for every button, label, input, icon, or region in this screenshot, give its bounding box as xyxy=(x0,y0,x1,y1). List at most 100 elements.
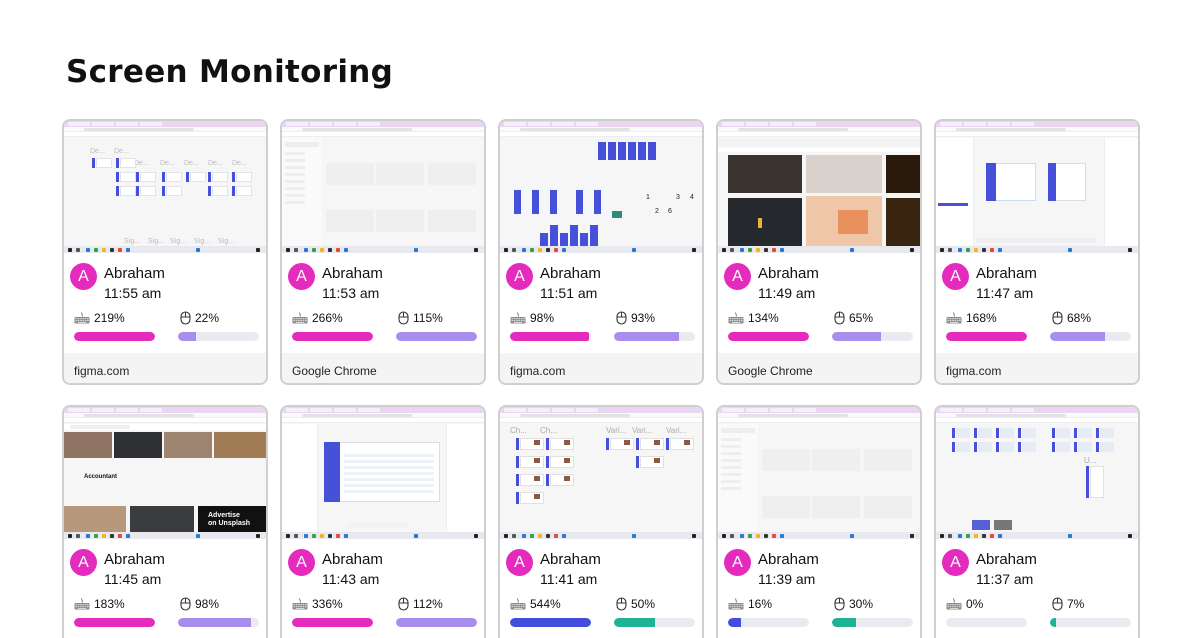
mouse-percent: 112% xyxy=(413,597,443,611)
mouse-activity: 22% xyxy=(180,311,219,325)
active-application: Google Chrome xyxy=(718,353,920,383)
browser-url-bar xyxy=(64,127,266,132)
avatar-initial: A xyxy=(514,268,525,285)
keyboard-icon xyxy=(510,598,526,610)
capture-time: 11:51 am xyxy=(540,285,598,301)
avatar-initial: A xyxy=(296,554,307,571)
browser-url-bar xyxy=(64,413,266,418)
mouse-activity: 68% xyxy=(1052,311,1091,325)
screenshot-card-1[interactable]: A Abraham 11:53 am 266% xyxy=(280,119,486,385)
mouse-icon xyxy=(180,597,191,611)
browser-tab-bar xyxy=(718,121,920,127)
os-taskbar xyxy=(282,246,484,253)
user-name: Abraham xyxy=(758,265,819,282)
screenshot-thumbnail[interactable]: Accountant Advertise on Unsplash xyxy=(64,407,266,539)
screenshot-content xyxy=(282,138,484,246)
user-name: Abraham xyxy=(540,265,601,282)
avatar: A xyxy=(942,263,969,290)
browser-url-bar xyxy=(500,127,702,132)
mouse-progress-bar xyxy=(178,618,259,627)
keyboard-activity: 183% xyxy=(74,597,125,611)
mouse-activity: 7% xyxy=(1052,597,1084,611)
browser-tab-bar xyxy=(64,121,266,127)
screenshot-card-8[interactable]: A Abraham 11:39 am 16% xyxy=(716,405,922,638)
screenshot-card-3[interactable]: A Abraham 11:49 am 134% xyxy=(716,119,922,385)
mouse-percent: 30% xyxy=(849,597,874,611)
active-application: figma.com xyxy=(936,353,1138,383)
screenshot-content xyxy=(718,424,920,532)
screenshot-thumbnail[interactable]: Ch... Ch... Vari... Vari... Vari... xyxy=(500,407,702,539)
keyboard-activity: 219% xyxy=(74,311,125,325)
browser-tab-bar xyxy=(936,121,1138,127)
keyboard-percent: 98% xyxy=(530,311,555,325)
mouse-percent: 50% xyxy=(631,597,656,611)
user-name: Abraham xyxy=(976,265,1037,282)
browser-bookmarks-bar xyxy=(718,132,920,137)
keyboard-icon xyxy=(510,312,526,324)
browser-bookmarks-bar xyxy=(718,418,920,423)
capture-time: 11:41 am xyxy=(540,571,598,587)
screenshot-card-5[interactable]: Accountant Advertise on Unsplash A Abraham… xyxy=(62,405,268,638)
browser-url-bar xyxy=(282,127,484,132)
screenshot-thumbnail[interactable]: De... De... De... De... De... De... De... Sig..… xyxy=(64,121,266,253)
keyboard-percent: 0% xyxy=(966,597,984,611)
keyboard-activity: 168% xyxy=(946,311,997,325)
keyboard-progress-bar xyxy=(74,618,155,627)
screenshot-content: U... xyxy=(936,424,1138,532)
screenshot-thumbnail[interactable] xyxy=(282,121,484,253)
capture-time: 11:47 am xyxy=(976,285,1034,301)
mouse-percent: 115% xyxy=(413,311,443,325)
mouse-percent: 93% xyxy=(631,311,656,325)
mouse-icon xyxy=(180,311,191,325)
capture-time: 11:55 am xyxy=(104,285,162,301)
user-name: Abraham xyxy=(758,551,819,568)
browser-bookmarks-bar xyxy=(936,132,1138,137)
os-taskbar xyxy=(500,532,702,539)
mouse-icon xyxy=(398,597,409,611)
screenshot-thumbnail[interactable]: U... xyxy=(936,407,1138,539)
keyboard-progress-bar xyxy=(946,618,1027,627)
avatar-initial: A xyxy=(732,554,743,571)
capture-time: 11:39 am xyxy=(758,571,816,587)
screenshot-thumbnail[interactable] xyxy=(718,407,920,539)
screenshot-thumbnail[interactable] xyxy=(282,407,484,539)
screenshot-card-0[interactable]: De... De... De... De... De... De... De... Sig..… xyxy=(62,119,268,385)
browser-url-bar xyxy=(718,413,920,418)
browser-tab-bar xyxy=(282,407,484,413)
os-taskbar xyxy=(282,532,484,539)
browser-bookmarks-bar xyxy=(282,418,484,423)
screenshot-content: Accountant Advertise on Unsplash xyxy=(64,424,266,532)
browser-url-bar xyxy=(718,127,920,132)
keyboard-percent: 336% xyxy=(312,597,343,611)
screenshot-card-6[interactable]: A Abraham 11:43 am 336% xyxy=(280,405,486,638)
mouse-activity: 65% xyxy=(834,311,873,325)
browser-bookmarks-bar xyxy=(64,132,266,137)
keyboard-icon xyxy=(946,312,962,324)
avatar: A xyxy=(288,549,315,576)
screenshot-thumbnail[interactable] xyxy=(936,121,1138,253)
keyboard-activity: 98% xyxy=(510,311,554,325)
keyboard-percent: 168% xyxy=(966,311,997,325)
avatar: A xyxy=(942,549,969,576)
mouse-progress-bar xyxy=(396,332,477,341)
os-taskbar xyxy=(936,532,1138,539)
mouse-progress-bar xyxy=(832,332,913,341)
avatar: A xyxy=(506,549,533,576)
capture-time: 11:49 am xyxy=(758,285,816,301)
keyboard-icon xyxy=(946,598,962,610)
browser-bookmarks-bar xyxy=(282,132,484,137)
capture-time: 11:43 am xyxy=(322,571,380,587)
page-title: Screen Monitoring xyxy=(66,54,394,90)
screenshot-thumbnail[interactable] xyxy=(718,121,920,253)
mouse-icon xyxy=(834,311,845,325)
screenshot-content: De... De... De... De... De... De... De... Sig..… xyxy=(64,138,266,252)
mouse-icon xyxy=(1052,597,1063,611)
screenshot-card-7[interactable]: Ch... Ch... Vari... Vari... Vari... A Abraha… xyxy=(498,405,704,638)
keyboard-progress-bar xyxy=(728,618,809,627)
screenshot-content xyxy=(282,424,484,532)
screenshot-card-4[interactable]: A Abraham 11:47 am 168% xyxy=(934,119,1140,385)
screenshot-card-9[interactable]: U... A Abraham 11:37 am xyxy=(934,405,1140,638)
browser-bookmarks-bar xyxy=(500,132,702,137)
